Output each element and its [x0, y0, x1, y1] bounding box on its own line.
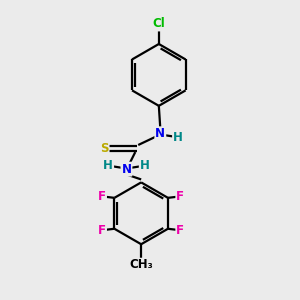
Text: F: F: [176, 224, 184, 237]
Text: H: H: [103, 159, 113, 172]
Text: F: F: [98, 224, 106, 237]
Text: S: S: [100, 142, 109, 155]
Text: F: F: [98, 190, 106, 203]
Text: Cl: Cl: [152, 17, 165, 31]
Text: CH₃: CH₃: [129, 258, 153, 271]
Text: H: H: [173, 131, 183, 144]
Text: N: N: [155, 127, 165, 140]
Text: N: N: [122, 163, 131, 176]
Text: H: H: [140, 159, 150, 172]
Text: F: F: [176, 190, 184, 203]
